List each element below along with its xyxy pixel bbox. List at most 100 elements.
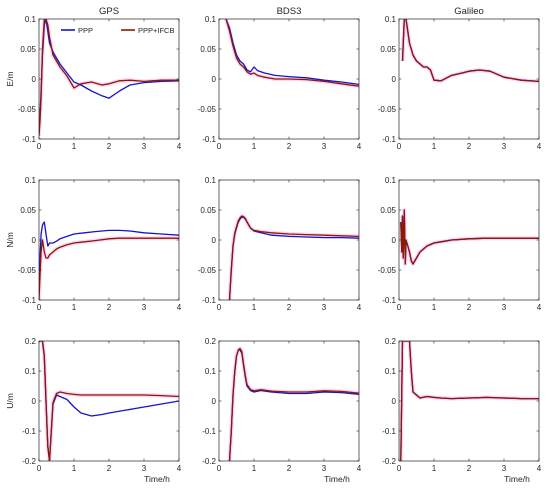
y-tick-label: 0.05 bbox=[20, 45, 36, 54]
x-tick-label: 0 bbox=[217, 303, 222, 312]
x-tick-label: 2 bbox=[287, 303, 292, 312]
y-tick-label: -0.05 bbox=[18, 105, 37, 114]
x-tick-label: 4 bbox=[537, 142, 542, 151]
y-tick-label: -0.1 bbox=[22, 135, 36, 144]
x-tick-label: 1 bbox=[72, 464, 77, 473]
x-tick-label: 4 bbox=[537, 303, 542, 312]
y-tick-label: 0.05 bbox=[20, 206, 36, 215]
panel-title: Galileo bbox=[454, 6, 484, 17]
y-tick-label: 0 bbox=[392, 236, 397, 245]
x-tick-label: 3 bbox=[142, 142, 147, 151]
y-tick-label: 0 bbox=[212, 236, 217, 245]
panel-8: 0 1 2 3 4 -0.2 -0.1 0 0.1 0.2 Time/h bbox=[202, 337, 362, 484]
y-tick-label: -0.1 bbox=[202, 135, 216, 144]
y-tick-label: 0.2 bbox=[385, 337, 397, 346]
x-tick-label: 2 bbox=[287, 142, 292, 151]
legend-label-ppp: PPP bbox=[78, 26, 93, 35]
y-tick-label: 0 bbox=[392, 75, 397, 84]
x-tick-label: 1 bbox=[252, 303, 257, 312]
series-line-ppp-ifcb bbox=[400, 209, 539, 265]
x-tick-label: 3 bbox=[322, 303, 327, 312]
x-axis-label: Time/h bbox=[324, 474, 350, 484]
y-tick-label: 0.05 bbox=[200, 206, 216, 215]
series-line-ppp bbox=[39, 221, 179, 283]
y-axis-label: U/m bbox=[5, 393, 15, 409]
panel-series bbox=[400, 19, 539, 84]
y-axis-label: E/m bbox=[5, 71, 15, 86]
x-tick-label: 1 bbox=[432, 142, 437, 151]
x-tick-label: 4 bbox=[177, 303, 182, 312]
x-tick-label: 4 bbox=[357, 303, 362, 312]
x-tick-label: 1 bbox=[252, 464, 257, 473]
panel-4: 0 1 2 3 4 -0.1 -0.05 0 0.05 0.1 N/m bbox=[5, 176, 182, 312]
x-tick-label: 2 bbox=[107, 142, 112, 151]
panel-series bbox=[224, 19, 359, 89]
series-line-ppp-ifcb bbox=[228, 347, 359, 461]
y-tick-label: 0.1 bbox=[205, 367, 217, 376]
y-tick-label: 0.1 bbox=[205, 15, 217, 24]
y-tick-label: -0.1 bbox=[382, 135, 396, 144]
x-tick-label: 1 bbox=[432, 303, 437, 312]
legend: PPP PPP+IFCB bbox=[61, 26, 174, 35]
panel-9: 0 1 2 3 4 -0.2 -0.1 0 0.1 0.2 Time/h bbox=[382, 337, 542, 484]
x-tick-label: 0 bbox=[217, 464, 222, 473]
y-tick-label: -0.2 bbox=[382, 457, 396, 466]
y-tick-label: -0.1 bbox=[382, 427, 396, 436]
legend-label-ppp-ifcb: PPP+IFCB bbox=[138, 26, 174, 35]
series-line-ppp bbox=[225, 19, 359, 86]
y-tick-label: -0.1 bbox=[202, 427, 216, 436]
y-tick-label: 0 bbox=[212, 75, 217, 84]
x-tick-label: 3 bbox=[322, 142, 327, 151]
panel-6: 0 1 2 3 4 -0.1 -0.05 0 0.05 0.1 bbox=[378, 176, 542, 312]
panel-grid: 0 1 2 3 4 -0.1 -0.05 0 0.05 0.1 GPS E/m PPP PPP+IFCB 0… bbox=[5, 6, 542, 484]
y-tick-label: 0.05 bbox=[380, 206, 396, 215]
x-axis-label: Time/h bbox=[144, 474, 170, 484]
y-tick-label: 0.05 bbox=[200, 45, 216, 54]
y-tick-label: 0 bbox=[32, 236, 37, 245]
y-tick-label: -0.2 bbox=[22, 457, 36, 466]
panel-series bbox=[39, 221, 179, 300]
panel-series bbox=[39, 19, 179, 137]
panel-series bbox=[227, 346, 359, 461]
panel-3: 0 1 2 3 4 -0.1 -0.05 0 0.05 0.1 Galileo bbox=[378, 6, 542, 151]
x-tick-label: 2 bbox=[467, 303, 472, 312]
y-tick-label: 0 bbox=[392, 397, 397, 406]
x-tick-label: 0 bbox=[37, 142, 42, 151]
y-tick-label: -0.05 bbox=[378, 266, 397, 275]
y-tick-label: 0 bbox=[32, 397, 37, 406]
y-tick-label: -0.1 bbox=[22, 296, 36, 305]
y-tick-label: 0.1 bbox=[25, 367, 37, 376]
y-tick-label: -0.05 bbox=[378, 105, 397, 114]
series-line-ppp-ifcb bbox=[39, 237, 179, 300]
x-tick-label: 4 bbox=[357, 464, 362, 473]
panel-7: 0 1 2 3 4 -0.2 -0.1 0 0.1 0.2 U/m Time/h bbox=[5, 337, 182, 484]
y-tick-label: -0.05 bbox=[198, 266, 217, 275]
series-line-ppp-ifcb bbox=[39, 341, 179, 461]
x-tick-label: 4 bbox=[177, 142, 182, 151]
x-tick-label: 0 bbox=[217, 142, 222, 151]
y-tick-label: 0.1 bbox=[385, 367, 397, 376]
y-tick-label: 0.1 bbox=[25, 15, 37, 24]
x-tick-label: 3 bbox=[322, 464, 327, 473]
y-tick-label: -0.1 bbox=[22, 427, 36, 436]
series-line-ppp-ifcb bbox=[39, 19, 179, 137]
x-tick-label: 0 bbox=[397, 464, 402, 473]
x-tick-label: 3 bbox=[502, 464, 507, 473]
x-tick-label: 2 bbox=[107, 303, 112, 312]
y-tick-label: -0.1 bbox=[382, 296, 396, 305]
y-axis-label: N/m bbox=[5, 232, 15, 248]
series-line-ppp-ifcb bbox=[225, 19, 359, 87]
y-tick-label: -0.1 bbox=[202, 296, 216, 305]
y-tick-label: -0.05 bbox=[198, 105, 217, 114]
x-tick-label: 4 bbox=[537, 464, 542, 473]
panel-title: GPS bbox=[99, 6, 119, 17]
y-tick-label: 0.1 bbox=[385, 176, 397, 185]
x-tick-label: 4 bbox=[357, 142, 362, 151]
y-tick-label: 0.1 bbox=[205, 176, 217, 185]
x-tick-label: 0 bbox=[37, 464, 42, 473]
y-tick-label: 0.2 bbox=[25, 337, 37, 346]
x-tick-label: 1 bbox=[432, 464, 437, 473]
panel-series bbox=[39, 341, 179, 461]
panel-1: 0 1 2 3 4 -0.1 -0.05 0 0.05 0.1 GPS E/m PPP PPP+IFCB bbox=[5, 6, 182, 151]
